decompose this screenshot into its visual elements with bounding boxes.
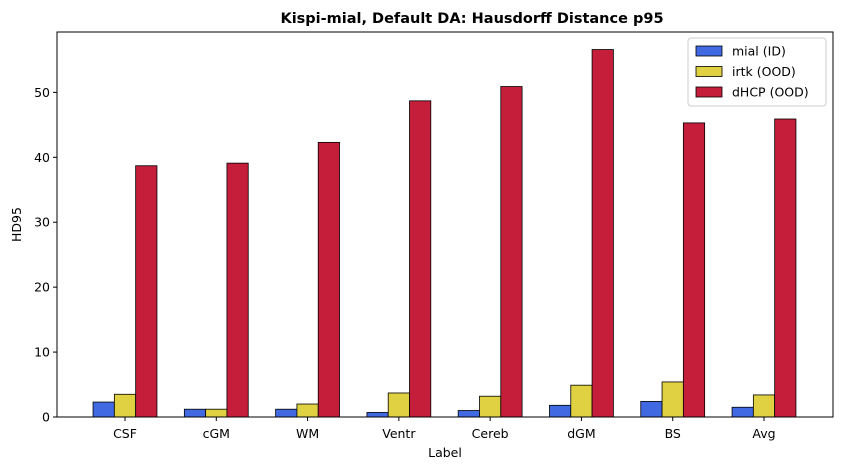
y-tick-label: 30 — [34, 215, 50, 230]
bar-dhcp-cereb — [500, 86, 523, 418]
legend-label-irtk: irtk (OOD) — [732, 64, 796, 79]
bar-dhcp-avg — [774, 118, 797, 418]
x-tick-label: cGM — [203, 426, 230, 441]
legend-swatch-dhcp — [695, 86, 723, 98]
y-tick-label: 50 — [34, 85, 50, 100]
bar-mial-cereb — [457, 410, 480, 418]
y-tick-label: 10 — [34, 345, 50, 360]
y-tick-label: 0 — [42, 410, 50, 425]
bar-dhcp-ventr — [409, 100, 432, 418]
bar-mial-dgm — [549, 404, 572, 418]
bar-dhcp-wm — [317, 141, 340, 418]
bars-layer — [92, 49, 797, 418]
bar-dhcp-bs — [682, 122, 706, 418]
bar-mial-cgm — [183, 408, 207, 418]
bar-mial-csf — [92, 401, 115, 418]
bar-irtk-dgm — [570, 384, 593, 418]
bar-dhcp-dgm — [591, 49, 614, 418]
plot-frame — [56, 31, 834, 418]
x-tick-label: Avg — [752, 426, 775, 441]
x-tick-label: BS — [665, 426, 681, 441]
x-tick-label: Cereb — [472, 426, 509, 441]
x-tick-label: CSF — [113, 426, 137, 441]
x-tick-label: dGM — [567, 426, 595, 441]
bar-irtk-avg — [752, 394, 776, 418]
bar-irtk-ventr — [387, 392, 410, 418]
bar-dhcp-csf — [135, 165, 158, 418]
y-axis-label: HD95 — [9, 207, 24, 242]
legend-swatch-irtk — [695, 66, 723, 77]
bar-irtk-wm — [296, 403, 319, 418]
legend-frame — [687, 37, 827, 107]
bar-mial-bs — [640, 401, 663, 418]
legend: mial (ID) irtk (OOD) dHCP (OOD) — [687, 37, 827, 107]
bar-mial-avg — [731, 406, 754, 418]
bar-irtk-cgm — [205, 408, 228, 418]
bar-dhcp-cgm — [226, 162, 249, 418]
bar-mial-ventr — [366, 412, 389, 418]
x-tick-label: Ventr — [382, 426, 416, 441]
legend-label-mial: mial (ID) — [732, 44, 786, 59]
y-axis: 0 10 20 30 40 50 — [34, 85, 57, 425]
bar-irtk-bs — [661, 381, 684, 418]
x-axis-label: Label — [428, 445, 462, 460]
legend-swatch-mial — [695, 45, 723, 57]
y-tick-label: 40 — [34, 150, 50, 165]
x-tick-label: WM — [296, 426, 319, 441]
y-tick-label: 20 — [34, 280, 50, 295]
bar-irtk-csf — [113, 393, 137, 418]
bar-irtk-cereb — [479, 395, 502, 418]
bar-mial-wm — [275, 408, 298, 418]
chart-title: Kispi-mial, Default DA: Hausdorff Distan… — [280, 11, 663, 27]
x-axis: CSF cGM WM Ventr Cereb dGM BS Avg — [113, 417, 776, 441]
legend-label-dhcp: dHCP (OOD) — [732, 85, 809, 100]
